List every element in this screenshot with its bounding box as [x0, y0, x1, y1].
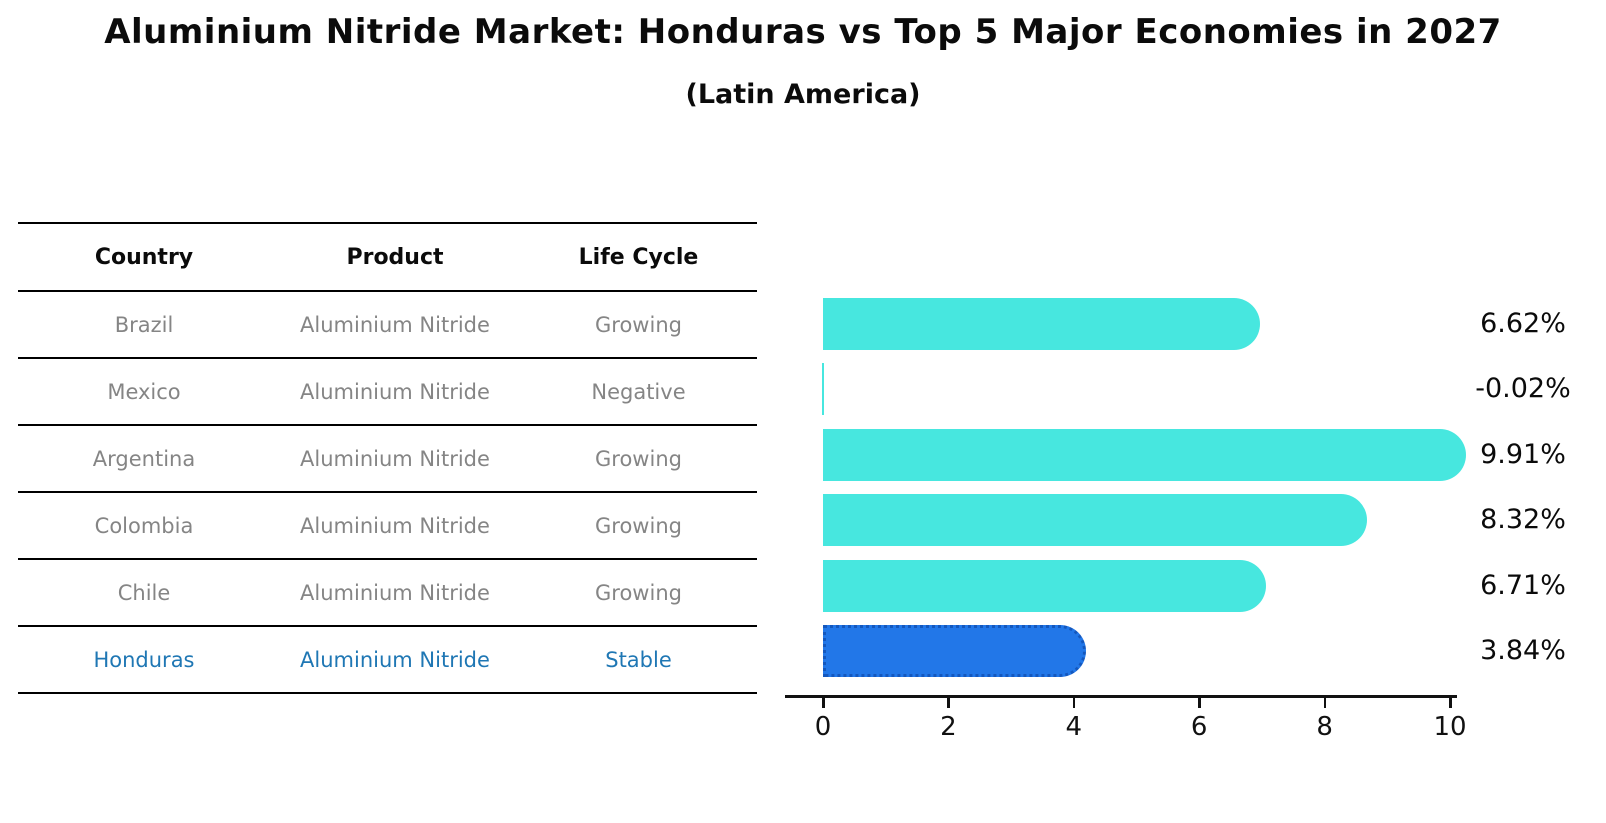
header-cell-life-cycle: Life Cycle	[578, 244, 699, 270]
cell-life-cycle: Growing	[595, 580, 682, 605]
bar-value-label: 3.84%	[1480, 635, 1566, 666]
cell-product: Aluminium Nitride	[300, 379, 490, 404]
header-cell-country: Country	[94, 244, 194, 270]
page-subtitle: (Latin America)	[685, 79, 921, 110]
x-tick-mark	[1323, 698, 1327, 708]
cell-life-cycle: Stable	[605, 647, 672, 672]
x-axis-line	[785, 695, 1457, 698]
bar-argentina	[823, 428, 1467, 481]
cell-product: Aluminium Nitride	[300, 580, 490, 605]
cell-country: Chile	[117, 580, 171, 605]
bar-brazil	[823, 298, 1261, 350]
bar-value-label: 6.71%	[1480, 569, 1566, 601]
cell-country: Brazil	[114, 312, 174, 337]
bar-value-label: 8.32%	[1480, 504, 1566, 536]
cell-life-cycle: Growing	[595, 446, 682, 471]
cell-country: Honduras	[93, 647, 195, 672]
table-row: Honduras Aluminium Nitride Stable	[18, 627, 757, 694]
table-header-row: Country Product Life Cycle	[18, 224, 757, 292]
cell-product: Aluminium Nitride	[300, 513, 490, 538]
bar-honduras	[823, 625, 1086, 677]
x-tick-mark	[1072, 698, 1076, 708]
x-tick-label: 0	[814, 712, 832, 742]
x-tick-label: 10	[1433, 712, 1467, 742]
x-tick-label: 4	[1065, 712, 1083, 742]
page-title: Aluminium Nitride Market: Honduras vs To…	[104, 12, 1502, 52]
cell-life-cycle: Growing	[595, 312, 682, 337]
bar-value-label: 9.91%	[1480, 438, 1566, 470]
table-row: Chile Aluminium Nitride Growing	[18, 560, 757, 627]
table-row: Mexico Aluminium Nitride Negative	[18, 359, 757, 426]
bar-value-label: -0.02%	[1475, 373, 1571, 405]
bar-colombia	[823, 494, 1367, 547]
x-tick-mark	[1198, 698, 1201, 708]
cell-country: Argentina	[92, 446, 196, 471]
table-row: Brazil Aluminium Nitride Growing	[18, 292, 757, 359]
cell-product: Aluminium Nitride	[300, 647, 490, 672]
x-tick-label: 8	[1316, 712, 1333, 742]
header-cell-product: Product	[346, 244, 444, 270]
bar-chile	[823, 559, 1266, 612]
x-tick-mark	[947, 698, 950, 708]
cell-country: Mexico	[107, 379, 181, 404]
table-row: Colombia Aluminium Nitride Growing	[18, 493, 757, 560]
x-tick-label: 6	[1190, 712, 1208, 742]
cell-life-cycle: Negative	[591, 379, 686, 404]
table-body: Brazil Aluminium Nitride Growing Mexico …	[18, 292, 757, 694]
cell-life-cycle: Growing	[595, 513, 682, 538]
cell-product: Aluminium Nitride	[300, 446, 490, 471]
x-tick-mark	[1449, 698, 1452, 708]
comparison-table: Country Product Life Cycle Brazil Alumin…	[18, 222, 757, 694]
table-row: Argentina Aluminium Nitride Growing	[18, 426, 757, 493]
cell-country: Colombia	[94, 513, 194, 538]
cell-product: Aluminium Nitride	[300, 312, 490, 337]
x-tick-label: 2	[940, 712, 957, 742]
x-tick-mark	[822, 698, 825, 708]
bar-mexico	[822, 363, 824, 416]
bar-value-label: 6.62%	[1480, 308, 1566, 339]
